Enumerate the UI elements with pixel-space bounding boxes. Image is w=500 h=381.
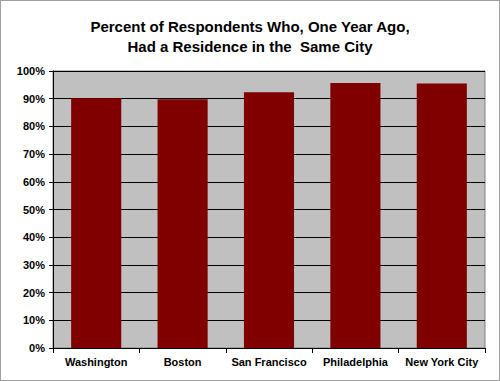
- svg-text:90%: 90%: [23, 93, 45, 105]
- svg-text:70%: 70%: [23, 148, 45, 160]
- svg-text:Had a Residence in the Same C: Had a Residence in the Same City: [127, 38, 373, 55]
- svg-text:10%: 10%: [23, 314, 45, 326]
- svg-text:Philadelphia: Philadelphia: [323, 356, 389, 368]
- svg-text:40%: 40%: [23, 231, 45, 243]
- svg-text:20%: 20%: [23, 287, 45, 299]
- svg-text:100%: 100%: [17, 65, 45, 77]
- svg-text:60%: 60%: [23, 176, 45, 188]
- svg-text:80%: 80%: [23, 120, 45, 132]
- svg-text:Boston: Boston: [164, 356, 202, 368]
- svg-text:San Francisco: San Francisco: [231, 356, 306, 368]
- svg-text:50%: 50%: [23, 204, 45, 216]
- svg-text:Washington: Washington: [65, 356, 128, 368]
- svg-text:30%: 30%: [23, 259, 45, 271]
- svg-text:0%: 0%: [29, 342, 45, 354]
- svg-text:Percent of Respondents Who, On: Percent of Respondents Who, One Year Ago…: [90, 18, 409, 35]
- svg-text:New York City: New York City: [405, 356, 479, 368]
